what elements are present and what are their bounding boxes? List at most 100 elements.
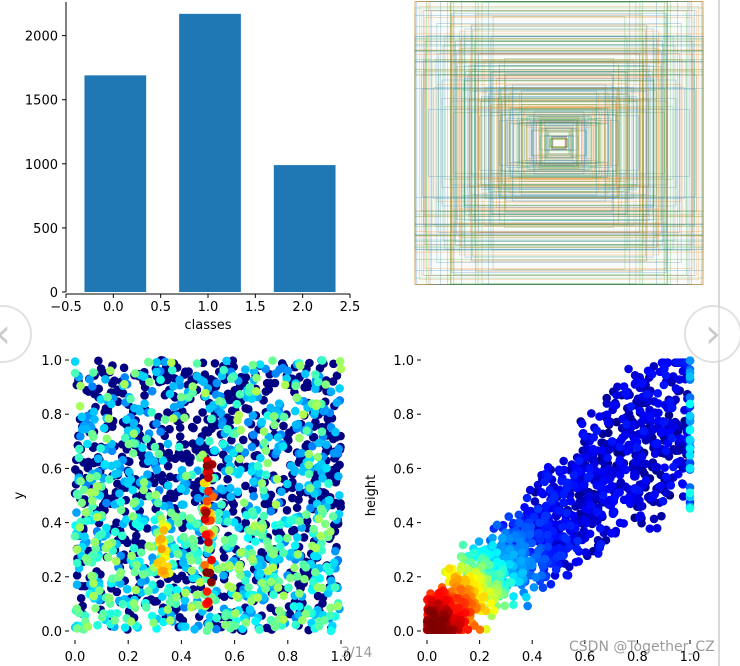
xy-point: [326, 626, 336, 636]
xy-point: [289, 525, 299, 535]
box-rect: [478, 92, 640, 194]
xy-point: [220, 535, 230, 545]
xy-point: [181, 588, 190, 598]
wh-point: [585, 464, 595, 474]
wh-point: [672, 384, 681, 394]
box-rect: [551, 137, 567, 149]
box-rect: [510, 87, 608, 199]
box-rect: [414, 60, 704, 226]
box-rect: [436, 84, 682, 202]
wh-point: [560, 559, 570, 568]
xy-point: [202, 568, 211, 577]
wh-x-tick-label: 1.0: [680, 650, 701, 665]
box-rect: [490, 104, 628, 182]
xy-point: [313, 583, 323, 592]
wh-point: [509, 600, 518, 610]
chevron-right-icon: ›: [705, 311, 721, 357]
chevron-left-icon: ‹: [0, 307, 30, 361]
xy-point: [205, 612, 215, 622]
next-slide-button[interactable]: ›: [684, 305, 740, 363]
wh-point: [637, 452, 647, 461]
bar-x-tick-label: 0.0: [103, 300, 124, 315]
box-rect: [544, 134, 574, 152]
wh-point: [445, 564, 454, 573]
box-rect: [532, 122, 586, 164]
wh-point: [543, 542, 553, 551]
xy-point: [314, 514, 324, 524]
box-rect: [474, 41, 644, 245]
box-rect: [513, 113, 605, 173]
box-rect: [552, 138, 566, 148]
box-rect: [478, 53, 640, 233]
box-rect: [519, 122, 599, 164]
xy-point: [115, 489, 124, 498]
box-rect: [414, 33, 704, 253]
wh-y-tick-label: 0.0: [393, 625, 414, 640]
xy-point: [227, 415, 236, 425]
box-rect: [470, 91, 648, 195]
xy-point: [129, 429, 139, 438]
box-rect: [414, 59, 704, 227]
xy-point: [295, 361, 305, 371]
wh-point: [685, 488, 695, 498]
wh-point: [598, 467, 607, 477]
xy-point: [304, 469, 314, 479]
xy-point: [151, 490, 161, 500]
box-rect: [451, 16, 667, 270]
xy-point: [178, 511, 187, 521]
prev-slide-button[interactable]: ‹: [0, 305, 32, 363]
xy-point: [247, 466, 257, 476]
wh-point: [587, 409, 596, 418]
xy-point: [284, 583, 293, 592]
xy-point: [335, 491, 344, 500]
wh-point: [581, 548, 590, 557]
xy-point: [129, 418, 139, 428]
box-rect: [414, 61, 704, 225]
wh-point: [602, 410, 612, 420]
xy-point: [110, 469, 120, 479]
xy-point: [135, 406, 145, 416]
box-rect: [458, 47, 660, 239]
wh-point: [596, 482, 606, 491]
xy-point: [326, 576, 336, 586]
wh-point: [438, 616, 447, 625]
xy-point: [286, 573, 295, 583]
xy-point: [298, 616, 307, 625]
box-rect: [476, 100, 642, 186]
xy-point: [102, 498, 111, 508]
xy-point: [152, 465, 162, 475]
xy-point: [136, 548, 146, 557]
xy-point: [313, 452, 323, 462]
xy-point: [155, 579, 165, 589]
wh-point: [434, 599, 443, 609]
xy-point: [279, 548, 288, 558]
box-rect: [414, 1, 704, 285]
xy-point: [231, 609, 240, 618]
xy-x-tick-label: 0.6: [224, 650, 245, 665]
xy-point: [248, 411, 258, 420]
xy-point: [192, 359, 202, 368]
box-rect: [545, 126, 573, 160]
wh-point: [505, 559, 514, 569]
xy-point: [333, 601, 343, 611]
box-rect: [414, 1, 704, 285]
box-rect: [464, 80, 654, 206]
xy-point: [336, 364, 346, 374]
wh-point: [685, 425, 695, 435]
xy-point: [112, 460, 122, 469]
box-rect: [526, 115, 592, 171]
xy-point: [259, 511, 269, 521]
box-rect: [414, 7, 704, 279]
xy-point: [226, 492, 236, 501]
xy-point: [291, 620, 301, 630]
xy-point: [244, 583, 253, 592]
box-rect: [431, 10, 687, 276]
box-rect: [497, 96, 621, 190]
wh-point: [652, 523, 662, 533]
wh-point: [463, 564, 472, 574]
xy-point: [90, 389, 99, 399]
xy-point: [152, 367, 161, 377]
xy-point: [335, 357, 345, 366]
box-rect: [513, 107, 605, 179]
xy-point: [236, 465, 245, 475]
